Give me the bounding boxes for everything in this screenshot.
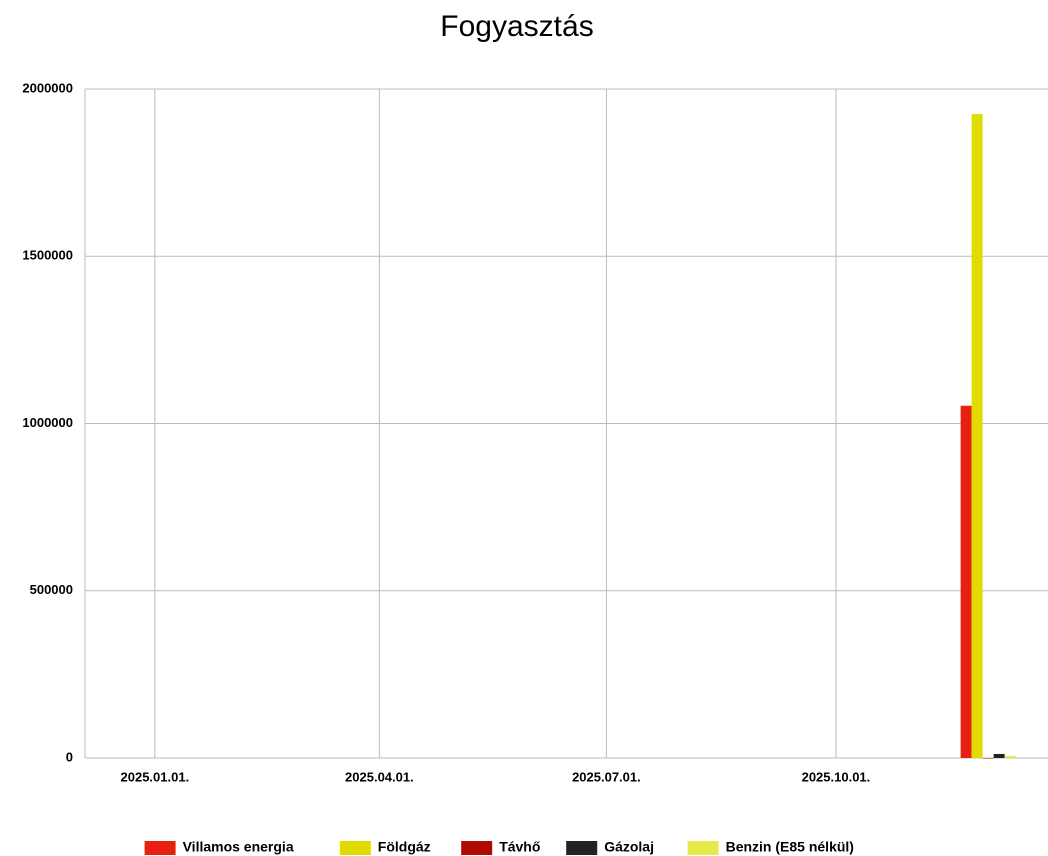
y-tick-label: 1000000 — [22, 415, 73, 430]
y-tick-label: 2000000 — [22, 80, 73, 95]
y-tick-label: 1500000 — [22, 248, 73, 263]
bar — [982, 758, 994, 759]
legend-label: Földgáz — [378, 839, 431, 855]
legend-label: Gázolaj — [604, 839, 654, 855]
legend-swatch — [687, 841, 719, 855]
legend-label: Benzin (E85 nélkül) — [726, 839, 854, 855]
legend-label: Villamos energia — [183, 839, 294, 855]
legend-swatch — [144, 841, 176, 855]
bar — [1004, 755, 1016, 758]
x-tick-label: 2025.07.01. — [572, 769, 641, 784]
legend-swatch — [339, 841, 371, 855]
x-tick-label: 2025.10.01. — [802, 769, 871, 784]
legend-swatch — [566, 841, 598, 855]
bar — [971, 114, 983, 758]
x-tick-label: 2025.04.01. — [345, 769, 414, 784]
y-tick-label: 0 — [66, 749, 73, 764]
bar — [960, 405, 972, 758]
bar — [993, 753, 1005, 758]
legend-swatch — [461, 841, 493, 855]
chart-title: Fogyasztás — [440, 10, 593, 43]
y-tick-label: 500000 — [30, 582, 73, 597]
legend-label: Távhő — [499, 839, 540, 855]
x-tick-label: 2025.01.01. — [121, 769, 190, 784]
